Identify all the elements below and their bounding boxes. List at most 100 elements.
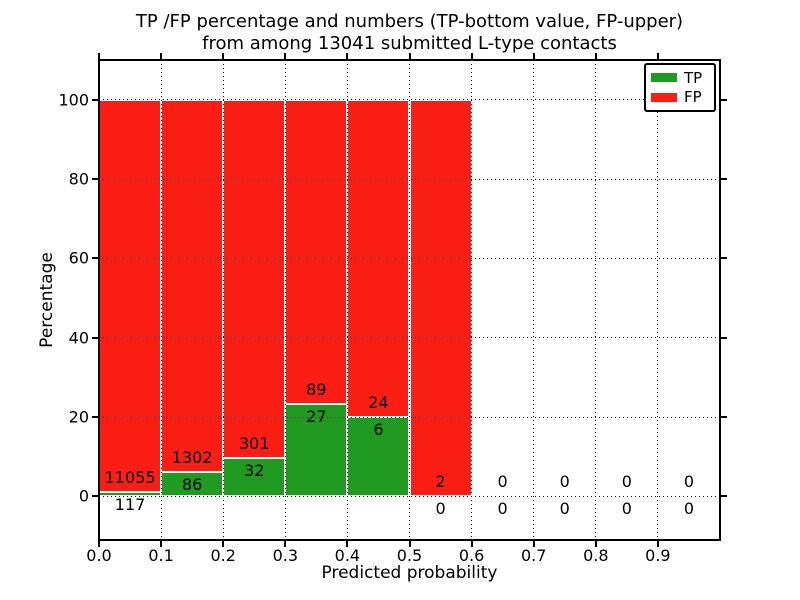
y-tick-label: 20 bbox=[68, 407, 89, 427]
gridline-y bbox=[99, 416, 720, 418]
tp-count-label: 86 bbox=[181, 474, 203, 494]
x-tick-mark-top bbox=[160, 53, 163, 60]
fp-count-label: 2 bbox=[435, 472, 446, 492]
y-tick-mark bbox=[92, 416, 99, 419]
x-tick-label: 0.2 bbox=[210, 546, 236, 565]
gridline-y bbox=[99, 257, 720, 259]
x-tick-mark-top bbox=[408, 53, 411, 60]
x-tick-mark bbox=[532, 540, 535, 547]
y-tick-label: 40 bbox=[68, 328, 89, 348]
fp-count-label: 24 bbox=[368, 393, 389, 413]
y-tick-mark-right bbox=[720, 257, 727, 260]
x-tick-label: 0.4 bbox=[334, 546, 361, 565]
legend: TP FP bbox=[644, 63, 716, 112]
gridline-x bbox=[346, 60, 348, 540]
x-tick-mark-top bbox=[222, 53, 225, 60]
fp-count-label: 0 bbox=[683, 472, 695, 492]
y-tick-mark bbox=[92, 98, 99, 101]
tp-count-label: 0 bbox=[497, 499, 508, 519]
x-tick-mark bbox=[222, 540, 225, 547]
tp-bar bbox=[347, 417, 410, 497]
fp-count-label: 0 bbox=[621, 472, 632, 492]
x-tick-label: 0.0 bbox=[86, 546, 112, 565]
x-tick-mark-top bbox=[98, 53, 100, 60]
gridline-x bbox=[284, 60, 286, 540]
x-tick-label: 0.6 bbox=[458, 546, 485, 565]
gridline-x bbox=[160, 60, 162, 540]
x-tick-mark-top bbox=[284, 53, 287, 60]
tp-count-label: 0 bbox=[559, 499, 570, 519]
x-tick-label: 0.7 bbox=[520, 546, 547, 565]
fp-count-label: 1302 bbox=[171, 447, 213, 467]
tp-bar bbox=[285, 404, 348, 497]
fp-count-label: 0 bbox=[497, 472, 508, 492]
y-tick-mark-right bbox=[720, 98, 727, 101]
y-tick-mark-right bbox=[720, 495, 727, 498]
y-tick-label: 0 bbox=[78, 486, 89, 506]
x-tick-mark-top bbox=[594, 53, 597, 60]
y-tick-mark-right bbox=[720, 336, 727, 339]
y-tick-label: 80 bbox=[68, 169, 89, 189]
tp-count-label: 0 bbox=[435, 499, 446, 519]
x-tick-mark-top bbox=[346, 53, 349, 60]
legend-entry-tp: TP bbox=[651, 70, 709, 86]
tp-count-label: 0 bbox=[683, 499, 695, 519]
y-tick-mark-right bbox=[720, 178, 727, 180]
x-tick-mark bbox=[656, 540, 659, 547]
y-tick-label: 100 bbox=[58, 90, 89, 110]
x-tick-mark-top bbox=[470, 53, 473, 60]
y-axis-label: Percentage bbox=[37, 252, 57, 348]
tp-count-label: 6 bbox=[373, 420, 384, 440]
x-tick-mark bbox=[284, 540, 287, 547]
x-tick-label: 0.9 bbox=[645, 546, 671, 565]
fp-legend-label: FP bbox=[684, 88, 702, 107]
fp-bar bbox=[409, 99, 472, 497]
fp-bar bbox=[99, 99, 162, 493]
y-tick-mark-right bbox=[720, 416, 727, 419]
y-tick-mark bbox=[92, 178, 99, 180]
tp-bar bbox=[223, 458, 286, 497]
gridline-x bbox=[595, 60, 597, 540]
gridline-y bbox=[99, 178, 720, 180]
gridline-y bbox=[99, 99, 720, 101]
gridline-x bbox=[657, 60, 659, 540]
x-tick-mark bbox=[98, 540, 100, 547]
x-tick-label: 0.1 bbox=[148, 546, 174, 565]
tp-swatch-icon bbox=[651, 73, 677, 83]
x-tick-mark bbox=[160, 540, 163, 547]
gridline-x bbox=[222, 60, 224, 540]
gridline-y bbox=[99, 337, 720, 339]
x-tick-mark-top bbox=[532, 53, 535, 60]
x-tick-mark bbox=[346, 540, 349, 547]
fp-count-label: 301 bbox=[238, 434, 270, 454]
x-tick-mark bbox=[470, 540, 473, 547]
fp-count-label: 0 bbox=[559, 472, 570, 492]
tp-count-label: 32 bbox=[244, 461, 265, 481]
tp-legend-label: TP bbox=[684, 68, 703, 87]
fp-swatch-icon bbox=[651, 92, 677, 102]
tp-count-label: 0 bbox=[621, 499, 632, 519]
y-tick-mark bbox=[92, 257, 99, 260]
plot-area: 11055 117 1302 86 301 32 89 27 24 6 2 0 0 0 0 0 0 0 0 0 0.0 0… bbox=[58, 53, 727, 565]
x-tick-label: 0.3 bbox=[272, 546, 299, 565]
fp-count-label: 11055 bbox=[104, 468, 156, 488]
gridline-y bbox=[99, 495, 720, 497]
legend-entry-fp: FP bbox=[651, 89, 709, 105]
fp-bar bbox=[161, 99, 224, 472]
gridline-x bbox=[533, 60, 535, 540]
fp-bar bbox=[223, 99, 286, 459]
y-tick-mark bbox=[92, 495, 99, 498]
fp-count-label: 89 bbox=[306, 380, 327, 400]
x-axis-label: Predicted probability bbox=[321, 563, 498, 583]
gridline-x bbox=[409, 60, 410, 540]
x-tick-mark bbox=[594, 540, 597, 547]
gridline-x bbox=[471, 60, 473, 540]
x-tick-mark-top bbox=[656, 53, 659, 60]
x-tick-mark bbox=[408, 540, 411, 547]
y-tick-label: 60 bbox=[68, 248, 89, 268]
chart-title: TP /FP percentage and numbers (TP-bottom… bbox=[99, 11, 720, 55]
chart-title-line-1: TP /FP percentage and numbers (TP-bottom… bbox=[135, 11, 684, 32]
y-tick-mark bbox=[92, 336, 99, 339]
x-tick-label: 0.5 bbox=[396, 546, 423, 565]
